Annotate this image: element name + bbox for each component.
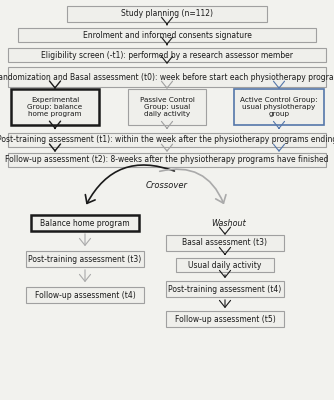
FancyBboxPatch shape <box>234 89 324 125</box>
FancyBboxPatch shape <box>128 89 206 125</box>
Text: Passive Control
Group: usual
daily activity: Passive Control Group: usual daily activ… <box>140 97 194 117</box>
Text: Balance home program: Balance home program <box>40 218 130 228</box>
Text: Post-training assessment (t3): Post-training assessment (t3) <box>28 254 142 264</box>
Text: Follow-up assessment (t5): Follow-up assessment (t5) <box>175 314 275 324</box>
Text: Active Control Group:
usual physiotherapy
group: Active Control Group: usual physiotherap… <box>240 97 318 117</box>
FancyBboxPatch shape <box>67 6 267 22</box>
FancyBboxPatch shape <box>166 281 284 297</box>
FancyBboxPatch shape <box>18 28 316 42</box>
FancyBboxPatch shape <box>8 133 326 147</box>
Text: Randomization and Basal assessment (t0): week before start each physiotherapy pr: Randomization and Basal assessment (t0):… <box>0 72 334 82</box>
FancyBboxPatch shape <box>8 153 326 167</box>
FancyBboxPatch shape <box>176 258 274 272</box>
FancyBboxPatch shape <box>11 89 99 125</box>
Text: Basal assessment (t3): Basal assessment (t3) <box>182 238 268 248</box>
FancyBboxPatch shape <box>166 311 284 327</box>
Text: Eligibility screen (-t1): performed by a research assessor member: Eligibility screen (-t1): performed by a… <box>41 50 293 60</box>
FancyBboxPatch shape <box>26 287 144 303</box>
Text: Enrolment and informed consents signature: Enrolment and informed consents signatur… <box>82 30 252 40</box>
Text: Experimental
Group: balance
home program: Experimental Group: balance home program <box>27 97 82 117</box>
FancyBboxPatch shape <box>8 67 326 87</box>
Text: Follow-up assessment (t4): Follow-up assessment (t4) <box>35 290 135 300</box>
Text: Washout: Washout <box>212 218 246 228</box>
FancyBboxPatch shape <box>31 215 139 231</box>
Text: Follow-up assessment (t2): 8-weeks after the physiotherapy programs have finishe: Follow-up assessment (t2): 8-weeks after… <box>5 156 329 164</box>
Text: Post-training assessment (t1): within the week after the physiotherapy programs : Post-training assessment (t1): within th… <box>0 136 334 144</box>
Text: Crossover: Crossover <box>146 180 188 190</box>
Text: Post-training assessment (t4): Post-training assessment (t4) <box>168 284 282 294</box>
Text: Usual daily activity: Usual daily activity <box>188 260 262 270</box>
FancyBboxPatch shape <box>26 251 144 267</box>
FancyBboxPatch shape <box>8 48 326 62</box>
Text: Study planning (n=112): Study planning (n=112) <box>121 10 213 18</box>
FancyBboxPatch shape <box>166 235 284 251</box>
